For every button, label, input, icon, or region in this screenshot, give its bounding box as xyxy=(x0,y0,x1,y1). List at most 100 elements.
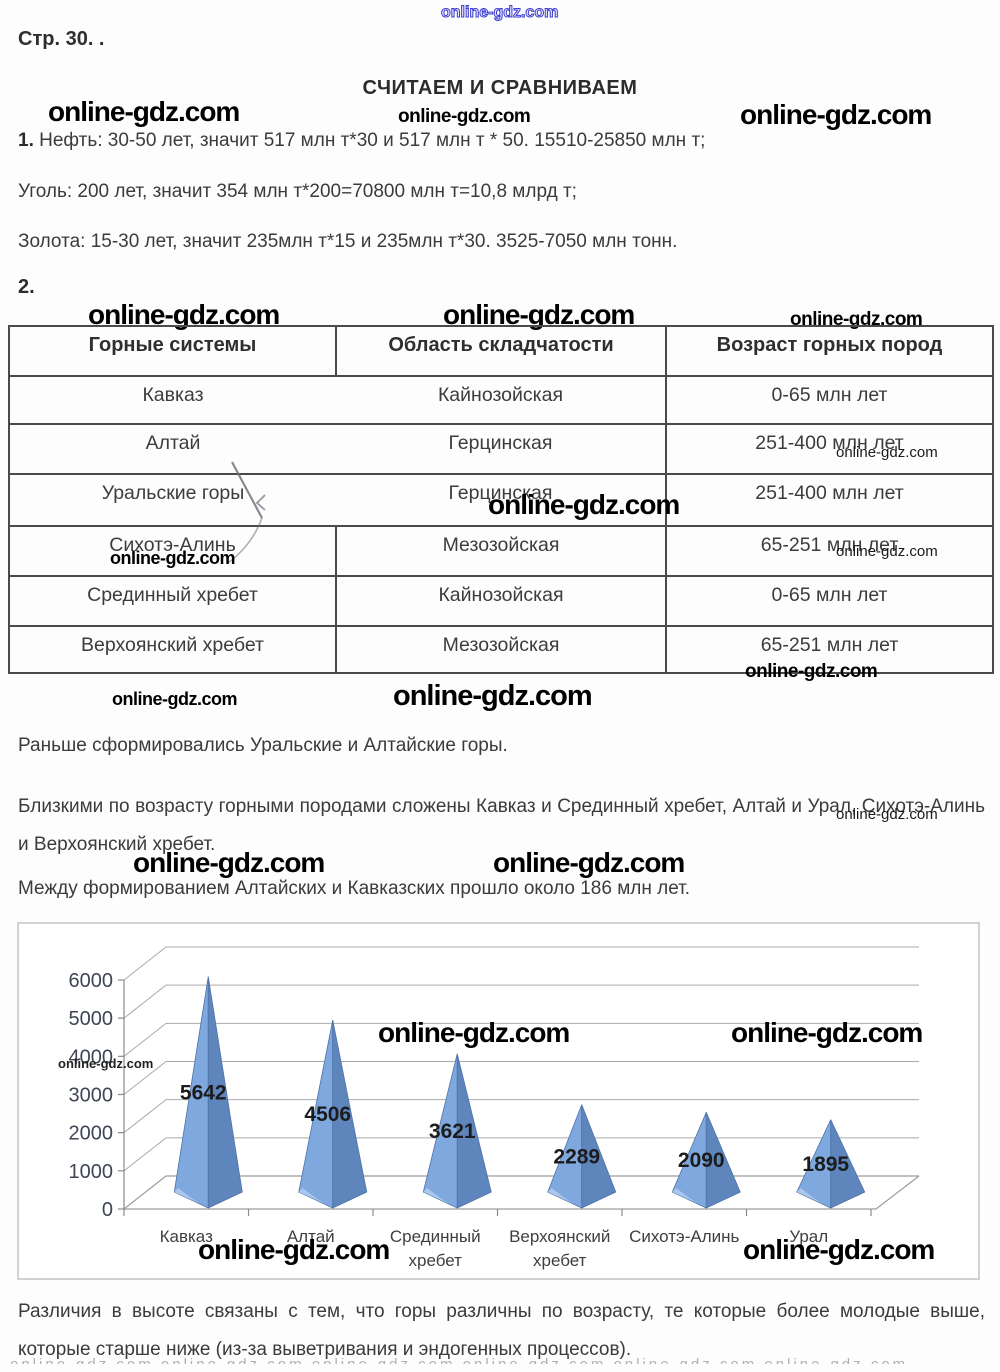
table-cell: Кайнозойская xyxy=(336,576,667,627)
category-label: Верхоянский хребет xyxy=(509,1227,610,1270)
table-cell: Кавказ xyxy=(9,376,336,425)
table-row: Верхоянский хребет Мезозойская 65-251 мл… xyxy=(9,626,993,673)
paragraph-oil-text: Нефть: 30-50 лет, значит 517 млн т*30 и … xyxy=(33,130,706,151)
table-row: Уральские горы Герцинская 251-400 млн ле… xyxy=(9,474,993,527)
pyramid-highlight xyxy=(547,1188,581,1207)
table-row: Кавказ Кайнозойская 0-65 млн лет xyxy=(9,376,993,425)
page-title: СЧИТАЕМ И СРАВНИВАЕМ xyxy=(362,77,638,99)
table-cell: Мезозойская xyxy=(336,526,667,577)
table-cell: Срединный хребет xyxy=(9,576,337,627)
chart-floor xyxy=(123,1175,920,1210)
y-axis-label: 4000 xyxy=(69,1046,114,1068)
table-cell: Сихотэ-Алинь xyxy=(9,526,337,577)
paragraph-gold: Золота: 15-30 лет, значит 235млн т*15 и … xyxy=(18,231,678,252)
gridline xyxy=(123,1137,919,1172)
table-cell: 251-400 млн лет xyxy=(666,424,993,475)
watermark: online-gdz.com xyxy=(112,689,238,709)
pyramid-chart: 0 1000 2000 3000 4000 5000 6000 5642 Кавказ 4506 А… xyxy=(17,922,980,1280)
gridline xyxy=(123,1099,919,1134)
paragraph-coal: Уголь: 200 лет, значит 354 млн т*200=708… xyxy=(18,181,577,202)
table-cell: 0-65 млн лет xyxy=(666,576,993,627)
page-number-header: Стр. 30. . xyxy=(18,28,105,50)
paragraph-earlier: Раньше сформировались Уральские и Алтайс… xyxy=(18,735,508,756)
value-label: 2090 xyxy=(678,1149,725,1172)
table-cell: Алтай xyxy=(9,424,336,475)
watermark: online-gdz.com xyxy=(836,806,938,823)
mountain-systems-table: Горные системы Область складчатости Возр… xyxy=(8,325,994,674)
watermark: online-gdz.com xyxy=(493,847,685,878)
watermark: online-gdz.com xyxy=(790,309,923,330)
gridline xyxy=(123,1022,919,1057)
value-label: 5642 xyxy=(180,1081,227,1104)
table-row: Алтай Герцинская 251-400 млн лет xyxy=(9,424,993,475)
paragraph-between: Между формированием Алтайских и Кавказск… xyxy=(18,878,691,899)
category-label: Сихотэ-Алинь xyxy=(629,1227,739,1246)
y-axis-label: 0 xyxy=(102,1199,113,1221)
watermark: online-gdz.com xyxy=(198,1234,390,1265)
y-axis-label: 6000 xyxy=(69,970,114,992)
watermark: online-gdz.com xyxy=(378,1017,570,1048)
item-number: 1. xyxy=(18,130,34,151)
table-cell: Кайнозойская xyxy=(336,376,667,425)
table-cell: 65-251 млн лет xyxy=(760,634,899,656)
watermark: online-gdz.com xyxy=(745,661,878,682)
pyramid-highlight xyxy=(423,1188,457,1207)
pyramid-highlight xyxy=(174,1188,208,1207)
gridline xyxy=(123,984,919,1019)
table-cell: 65-251 млн лет xyxy=(666,526,993,577)
table-header-folding: Область складчатости xyxy=(336,326,667,377)
paragraph-oil: 1. Нефть: 30-50 лет, значит 517 млн т*30… xyxy=(18,128,985,154)
watermark: online-gdz.com xyxy=(836,543,938,560)
watermark: online-gdz.com xyxy=(48,96,240,127)
table-cell: 251-400 млн лет xyxy=(666,474,993,527)
pyramid-highlight xyxy=(672,1188,706,1207)
category-label: Алтай xyxy=(287,1227,335,1246)
paragraph-final: Различия в высоте связаны с тем, что гор… xyxy=(18,1301,985,1360)
watermark: online-gdz.com xyxy=(443,299,635,330)
table-cell: Мезозойская xyxy=(336,626,667,673)
watermark: online-gdz.com xyxy=(743,1234,935,1265)
value-label: 4506 xyxy=(304,1103,351,1126)
pyramid-highlight xyxy=(796,1188,830,1207)
table-header-age: Возраст горных пород xyxy=(666,326,993,377)
pyramid-side-face xyxy=(581,1104,617,1209)
y-axis-label: 1000 xyxy=(69,1161,114,1183)
y-axis-label: 5000 xyxy=(69,1008,114,1030)
category-label: Урал xyxy=(789,1227,828,1246)
value-label: 1895 xyxy=(802,1153,849,1176)
watermark: online-gdz.com xyxy=(836,444,938,461)
table-row: Срединный хребет Кайнозойская 0-65 млн л… xyxy=(9,576,993,627)
table-cell: Верхоянский хребет xyxy=(9,626,337,673)
gridline xyxy=(123,946,919,981)
watermark: online-gdz.com xyxy=(58,1056,154,1071)
table-row: Сихотэ-Алинь Мезозойская 65-251 млн лет xyxy=(9,526,993,577)
value-label: 2289 xyxy=(553,1145,600,1168)
watermark: online-gdz.com xyxy=(88,299,280,330)
pyramid-side-face xyxy=(830,1119,866,1209)
paragraph-close-age: Близкими по возрасту горными породами сл… xyxy=(18,796,985,855)
gridline xyxy=(123,1061,919,1095)
watermark: online-gdz.com xyxy=(740,99,932,130)
value-label: 3621 xyxy=(429,1120,476,1143)
watermark: online-gdz.com xyxy=(110,548,236,568)
pen-mark xyxy=(227,461,266,564)
watermark-top-blue: online-gdz.com xyxy=(440,4,559,22)
table-cell: Уральские горы xyxy=(9,474,336,527)
cutoff-text-strip: online-gdz.com online-gdz.com online-gdz… xyxy=(10,1356,990,1364)
pyramid-chart-svg: 0 1000 2000 3000 4000 5000 6000 5642 Кавказ 4506 А… xyxy=(69,946,920,1270)
pyramid-side-face xyxy=(705,1112,741,1209)
watermark: online-gdz.com xyxy=(488,489,680,520)
y-axis-label: 3000 xyxy=(69,1085,114,1107)
category-label: Срединный хребет xyxy=(390,1227,481,1270)
pyramid-side-face xyxy=(332,1019,368,1209)
y-axis-label: 2000 xyxy=(69,1123,114,1145)
table-header-systems: Горные системы xyxy=(9,326,337,377)
pyramid-side-face xyxy=(456,1053,492,1209)
watermark: online-gdz.com xyxy=(133,847,325,878)
item-2-number: 2. xyxy=(18,276,35,298)
pyramid-highlight xyxy=(298,1188,332,1207)
watermark: online-gdz.com xyxy=(398,106,531,127)
table-cell: Герцинская xyxy=(336,474,667,527)
table-cell: Герцинская xyxy=(336,424,667,475)
